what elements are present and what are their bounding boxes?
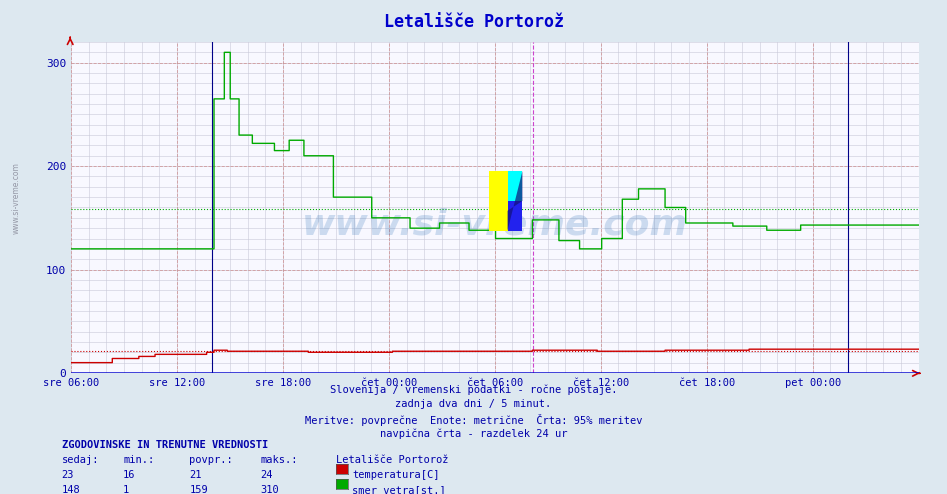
Text: 159: 159 <box>189 485 208 494</box>
Text: 21: 21 <box>189 470 202 480</box>
Text: povpr.:: povpr.: <box>189 455 233 465</box>
Text: ZGODOVINSKE IN TRENUTNE VREDNOSTI: ZGODOVINSKE IN TRENUTNE VREDNOSTI <box>62 440 268 450</box>
Bar <box>508 171 523 201</box>
Text: www.si-vreme.com: www.si-vreme.com <box>302 207 688 241</box>
Text: Letališče Portorož: Letališče Portorož <box>336 455 449 465</box>
Bar <box>508 201 523 231</box>
Text: 23: 23 <box>62 470 74 480</box>
Text: 1: 1 <box>123 485 130 494</box>
Polygon shape <box>508 171 523 231</box>
Text: sedaj:: sedaj: <box>62 455 99 465</box>
Text: 16: 16 <box>123 470 135 480</box>
Text: min.:: min.: <box>123 455 154 465</box>
Text: maks.:: maks.: <box>260 455 298 465</box>
Text: zadnja dva dni / 5 minut.: zadnja dva dni / 5 minut. <box>396 399 551 409</box>
Text: 24: 24 <box>260 470 273 480</box>
Text: Letališče Portorož: Letališče Portorož <box>384 13 563 31</box>
Text: smer vetra[st.]: smer vetra[st.] <box>352 485 446 494</box>
Text: navpična črta - razdelek 24 ur: navpična črta - razdelek 24 ur <box>380 429 567 439</box>
Text: 148: 148 <box>62 485 80 494</box>
Text: www.si-vreme.com: www.si-vreme.com <box>11 162 21 234</box>
Text: temperatura[C]: temperatura[C] <box>352 470 439 480</box>
Text: Meritve: povprečne  Enote: metrične  Črta: 95% meritev: Meritve: povprečne Enote: metrične Črta:… <box>305 414 642 426</box>
Text: 310: 310 <box>260 485 279 494</box>
Text: Slovenija / vremenski podatki - ročne postaje.: Slovenija / vremenski podatki - ročne po… <box>330 384 617 395</box>
Bar <box>489 171 508 231</box>
